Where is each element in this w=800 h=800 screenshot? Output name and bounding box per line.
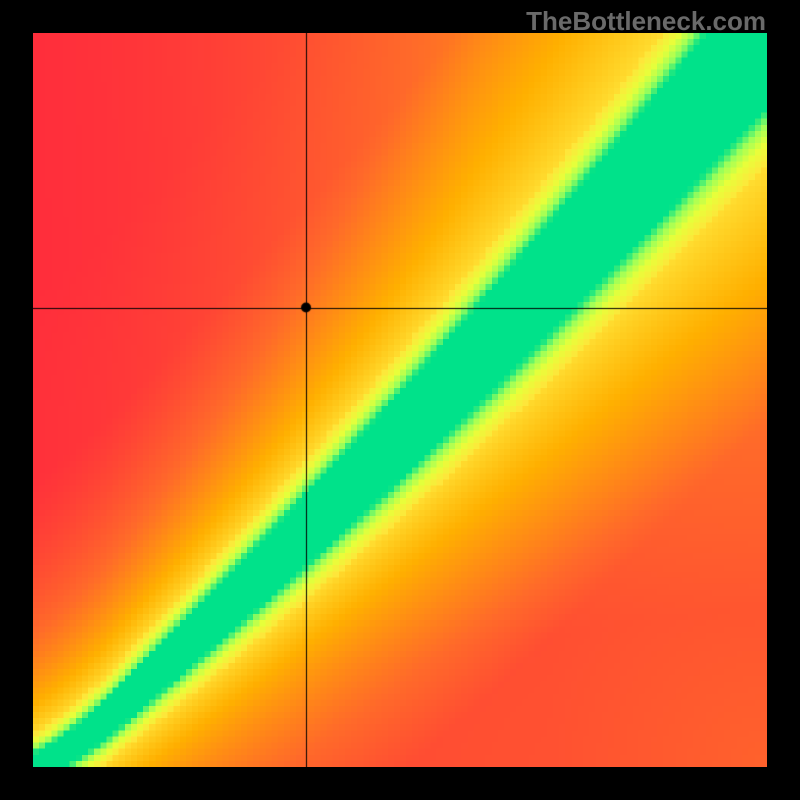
crosshair-overlay [33, 33, 767, 767]
watermark-text: TheBottleneck.com [526, 6, 766, 37]
chart-container: TheBottleneck.com [0, 0, 800, 800]
